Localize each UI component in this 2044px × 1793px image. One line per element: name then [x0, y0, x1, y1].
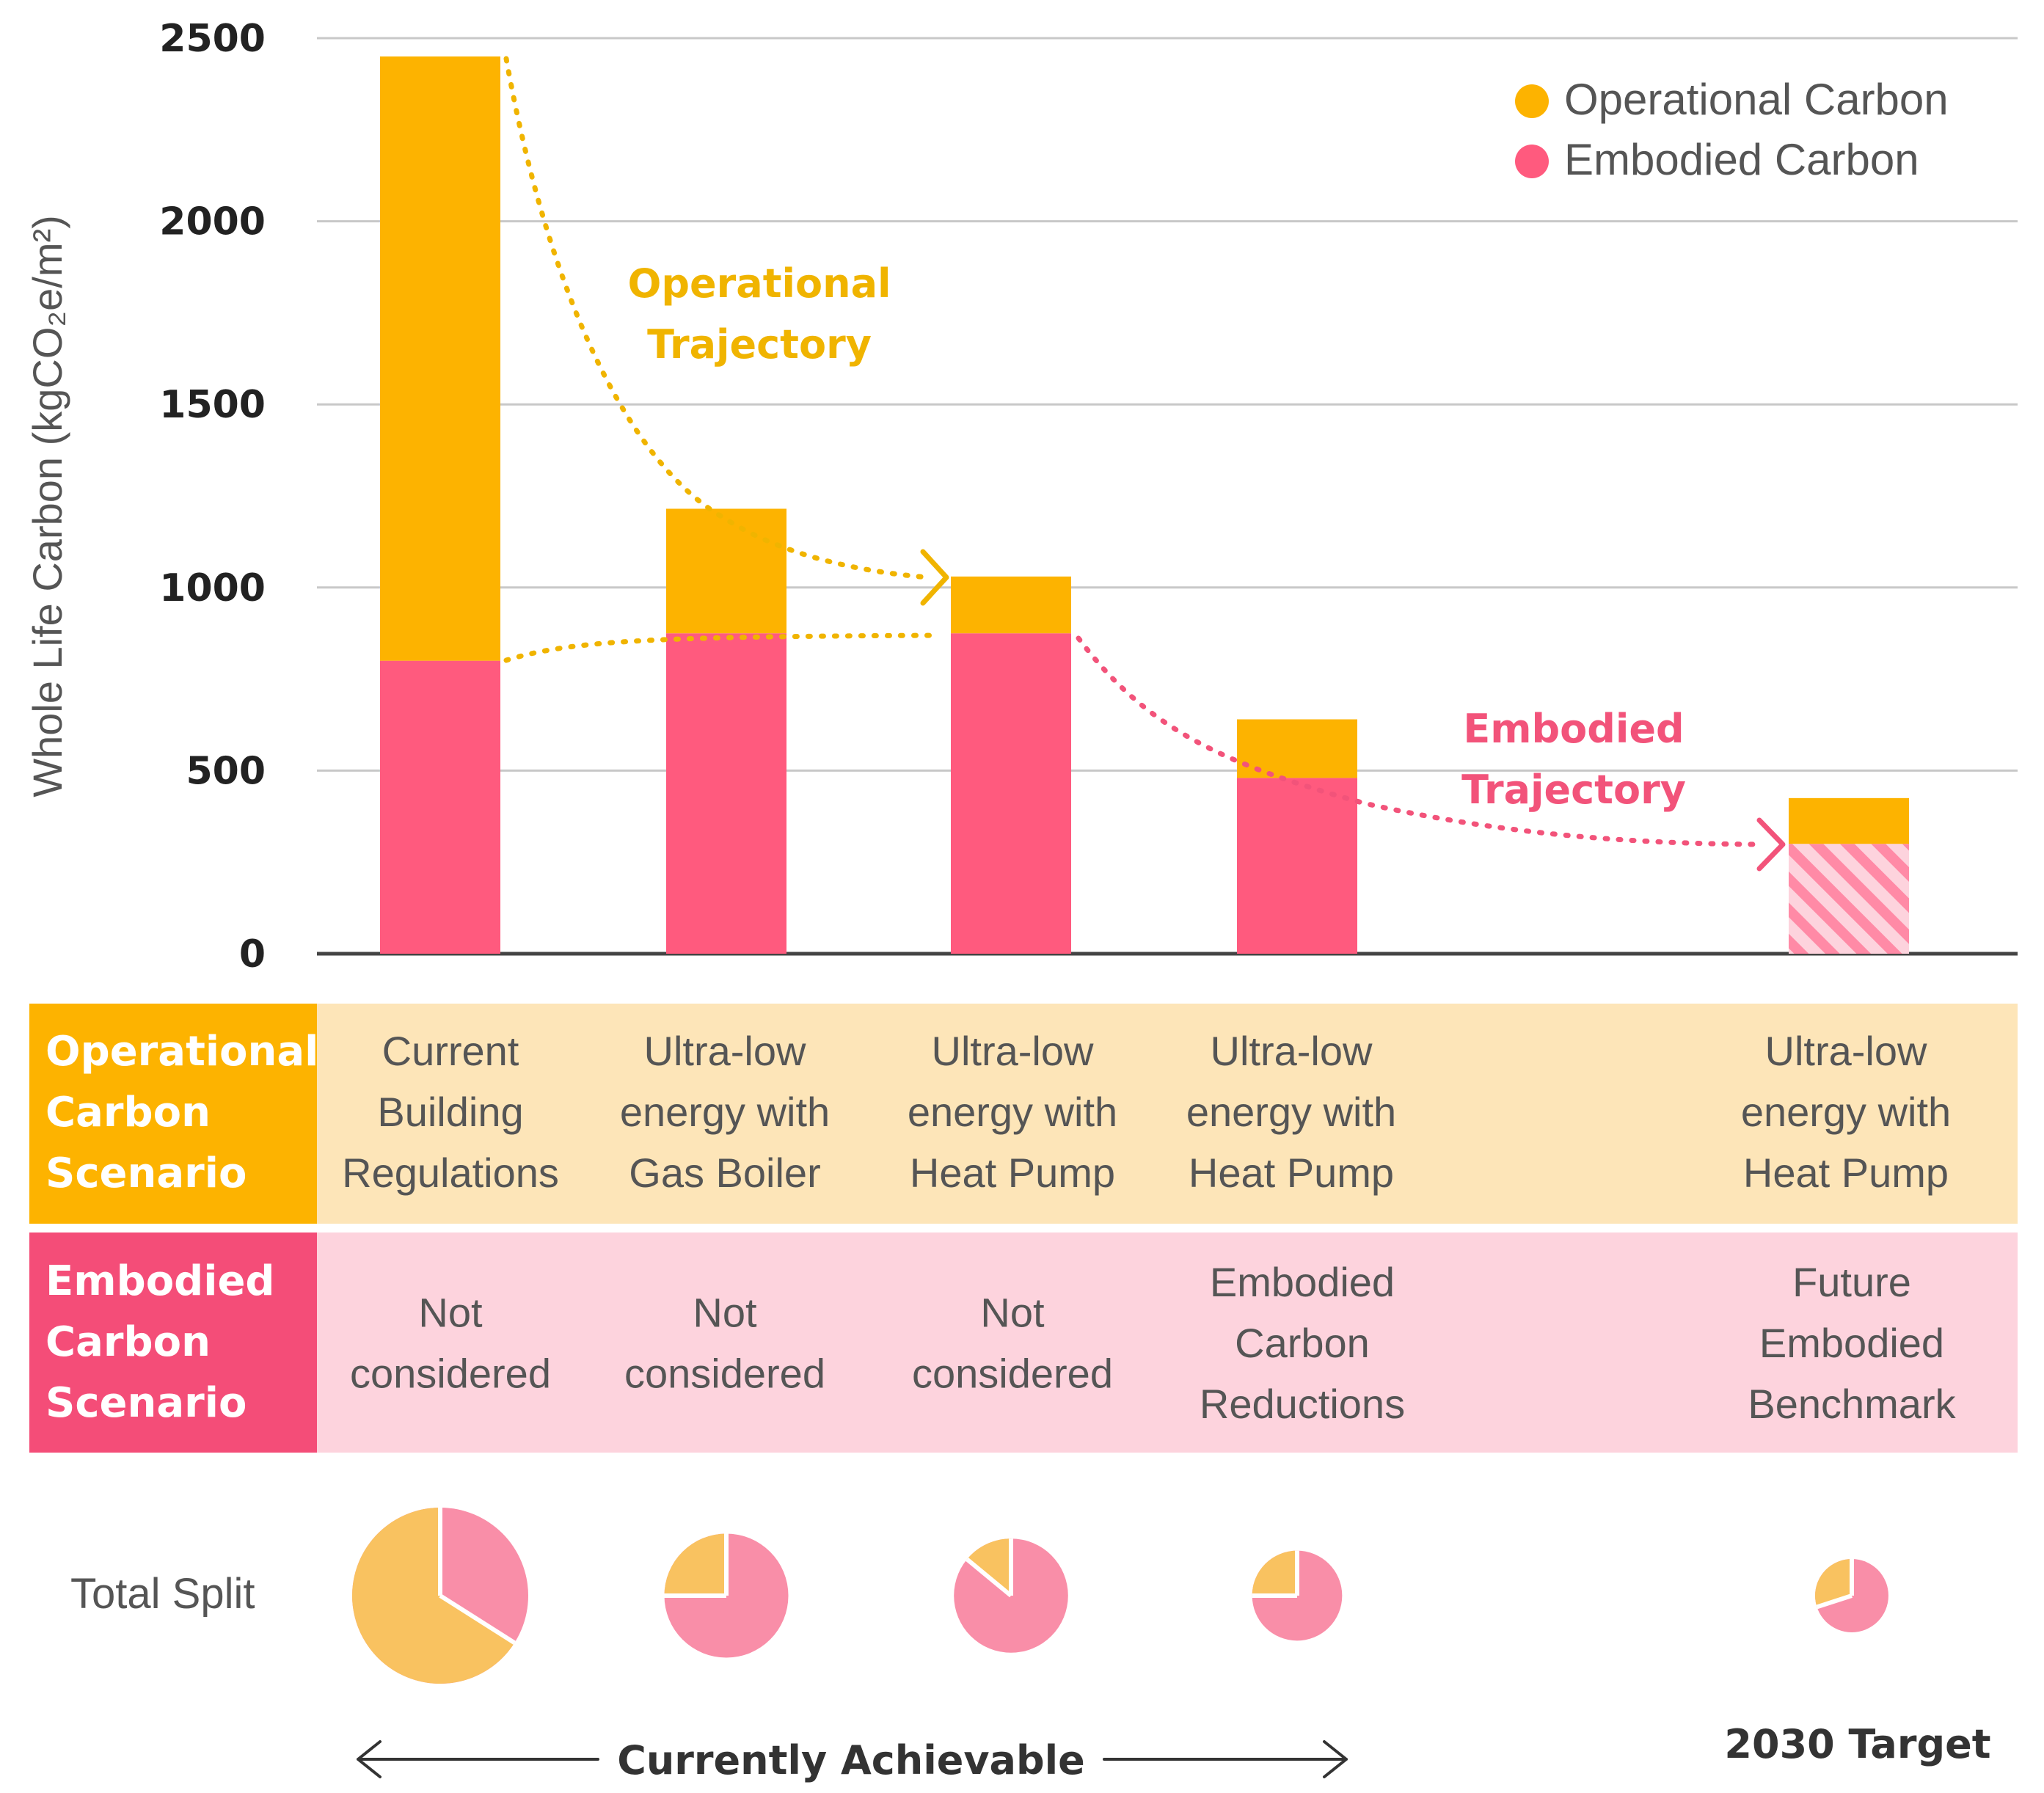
operational-cell-text: energy with: [1186, 1089, 1396, 1135]
bar-operational: [666, 508, 786, 634]
bar-embodied: [1237, 778, 1357, 954]
pie-operational-slice: [664, 1533, 726, 1596]
bar-embodied: [951, 633, 1071, 954]
embodied-row-label-line1: Embodied: [45, 1257, 275, 1305]
embodied-cell-text: considered: [624, 1351, 825, 1397]
y-axis-ticks: 0 500 1000 1500 2000 2500: [159, 17, 266, 976]
y-tick-label: 1500: [159, 383, 266, 427]
operational-row-background: [317, 1004, 2018, 1224]
embodied-cell-text: considered: [350, 1351, 551, 1397]
y-tick-label: 2500: [159, 17, 266, 61]
embodied-trajectory-arrowhead: [1756, 817, 1786, 872]
embodied-trajectory-label-line1: Embodied: [1463, 706, 1684, 752]
bar-operational: [380, 56, 500, 661]
split-pies: [352, 1508, 1888, 1684]
operational-row-label-line1: Operational: [45, 1028, 318, 1076]
pie: [954, 1538, 1068, 1653]
embodied-row-label-line2: Carbon: [45, 1318, 211, 1366]
embodied-row-background: [317, 1233, 2018, 1453]
total-split-label: Total Split: [70, 1570, 255, 1618]
embodied-row-label-line3: Scenario: [45, 1379, 247, 1427]
pie-divider: [966, 1558, 1012, 1598]
embodied-scenario-cells: Not considered Not considered Not considered E…: [350, 1259, 1957, 1427]
operational-cell-text: Heat Pump: [1189, 1150, 1394, 1196]
embodied-cell-text: considered: [912, 1351, 1113, 1397]
legend-operational-swatch: [1515, 84, 1549, 118]
embodied-cell-text: Future: [1792, 1259, 1911, 1305]
embodied-cell-text: Not: [693, 1290, 757, 1336]
operational-row-label-line3: Scenario: [45, 1150, 247, 1197]
embodied-trajectory-label-line2: Trajectory: [1461, 767, 1686, 813]
operational-cell-text: Ultra-low: [644, 1028, 806, 1074]
bar-operational: [951, 576, 1071, 634]
operational-cell-text: Gas Boiler: [629, 1150, 820, 1196]
scenario-table: Operational Carbon Scenario Embodied Car…: [29, 1004, 2018, 1453]
currently-achievable-label: Currently Achievable: [617, 1737, 1085, 1783]
operational-cell-text: Building: [377, 1089, 523, 1135]
bar-embodied: [380, 660, 500, 954]
legend-embodied-label: Embodied Carbon: [1564, 135, 1919, 184]
operational-cell-text: Ultra-low: [1211, 1028, 1373, 1074]
y-tick-label: 0: [239, 932, 266, 976]
operational-cell-text: Ultra-low: [932, 1028, 1094, 1074]
operational-row-label-line2: Carbon: [45, 1089, 211, 1136]
pie-divider: [439, 1593, 516, 1645]
operational-row-header: [29, 1004, 317, 1224]
embodied-cell-text: Embodied: [1759, 1320, 1944, 1366]
operational-cell-text: energy with: [620, 1089, 830, 1135]
operational-cell-text: Ultra-low: [1765, 1028, 1927, 1074]
pie-operational-slice: [1252, 1550, 1297, 1596]
pie: [664, 1533, 789, 1658]
bar-operational: [1789, 797, 1909, 844]
operational-cell-text: energy with: [908, 1089, 1117, 1135]
pie-operational-slice: [352, 1508, 515, 1684]
operational-flat-trajectory-line: [503, 632, 942, 663]
pie-operational-slice: [1815, 1559, 1852, 1607]
gridlines: [317, 37, 2018, 956]
pie-operational-slice: [967, 1538, 1011, 1596]
bars: [380, 56, 1909, 954]
pie: [1252, 1550, 1343, 1641]
operational-trajectory-label-line1: Operational: [627, 260, 891, 307]
legend-operational-label: Operational Carbon: [1564, 75, 1949, 124]
embodied-trajectory-line: [1076, 635, 1764, 847]
embodied-cell-text: Carbon: [1235, 1320, 1370, 1366]
operational-cell-text: Regulations: [342, 1150, 559, 1196]
operational-cell-text: energy with: [1741, 1089, 1951, 1135]
right-arrow: [1103, 1740, 1348, 1778]
legend-embodied-swatch: [1515, 145, 1549, 178]
y-tick-label: 2000: [159, 200, 266, 244]
embodied-cell-text: Benchmark: [1748, 1381, 1956, 1427]
operational-cell-text: Current: [382, 1028, 519, 1074]
trajectory-lines: [503, 56, 1786, 872]
left-arrow: [357, 1740, 599, 1778]
operational-trajectory-arrowhead: [920, 549, 949, 606]
pie: [352, 1508, 528, 1684]
operational-scenario-cells: Current Building Regulations Ultra-low energ…: [342, 1028, 1951, 1196]
pie-divider: [1816, 1593, 1853, 1610]
pie: [1815, 1559, 1888, 1632]
operational-cell-text: Heat Pump: [910, 1150, 1115, 1196]
2030-target-label: 2030 Target: [1724, 1721, 1990, 1767]
y-axis-label: Whole Life Carbon (kgCO₂e/m²): [24, 215, 70, 797]
legend: Operational Carbon Embodied Carbon: [1515, 75, 1949, 184]
y-tick-label: 500: [186, 749, 266, 793]
embodied-cell-text: Not: [980, 1290, 1045, 1336]
embodied-row-header: [29, 1233, 317, 1453]
embodied-cell-text: Reductions: [1200, 1381, 1405, 1427]
bar-embodied: [666, 633, 786, 954]
currently-achievable-arrow: Currently Achievable: [357, 1737, 1348, 1783]
operational-cell-text: Heat Pump: [1743, 1150, 1949, 1196]
embodied-cell-text: Not: [418, 1290, 483, 1336]
operational-trajectory-line: [503, 56, 931, 580]
operational-trajectory-label-line2: Trajectory: [647, 321, 872, 368]
y-tick-label: 1000: [159, 566, 266, 610]
embodied-cell-text: Embodied: [1210, 1259, 1395, 1305]
bar-embodied: [1789, 844, 1909, 954]
